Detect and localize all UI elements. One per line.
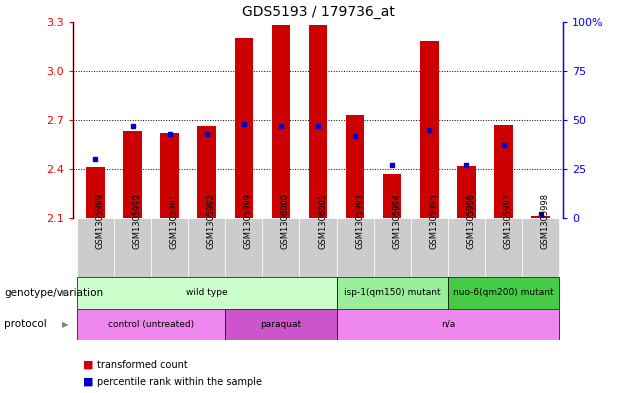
Bar <box>346 115 364 218</box>
Bar <box>86 167 105 218</box>
FancyBboxPatch shape <box>336 218 374 277</box>
FancyBboxPatch shape <box>225 218 263 277</box>
Text: control (untreated): control (untreated) <box>108 320 194 329</box>
FancyBboxPatch shape <box>336 277 448 309</box>
Bar <box>383 174 401 218</box>
FancyBboxPatch shape <box>77 309 225 340</box>
Text: isp-1(qm150) mutant: isp-1(qm150) mutant <box>344 288 441 297</box>
FancyBboxPatch shape <box>77 277 336 309</box>
FancyBboxPatch shape <box>411 218 448 277</box>
FancyBboxPatch shape <box>225 309 336 340</box>
Text: GSM1305998: GSM1305998 <box>541 193 550 249</box>
Text: GSM1305999: GSM1305999 <box>244 193 252 249</box>
Text: GSM1305989: GSM1305989 <box>95 193 104 249</box>
Text: ▶: ▶ <box>62 320 69 329</box>
Bar <box>457 166 476 218</box>
FancyBboxPatch shape <box>485 218 522 277</box>
Text: GSM1305997: GSM1305997 <box>504 193 513 249</box>
Bar <box>420 41 439 218</box>
FancyBboxPatch shape <box>448 277 559 309</box>
Text: GSM1305993: GSM1305993 <box>355 193 364 249</box>
FancyBboxPatch shape <box>151 218 188 277</box>
Text: ■: ■ <box>83 377 93 387</box>
Text: GSM1305992: GSM1305992 <box>207 193 216 249</box>
Text: GSM1305994: GSM1305994 <box>392 193 401 249</box>
FancyBboxPatch shape <box>336 309 559 340</box>
Text: ▶: ▶ <box>62 288 69 297</box>
Title: GDS5193 / 179736_at: GDS5193 / 179736_at <box>242 5 394 19</box>
Text: protocol: protocol <box>4 319 47 329</box>
FancyBboxPatch shape <box>448 218 485 277</box>
Text: percentile rank within the sample: percentile rank within the sample <box>97 377 261 387</box>
FancyBboxPatch shape <box>114 218 151 277</box>
Text: genotype/variation: genotype/variation <box>4 288 104 298</box>
FancyBboxPatch shape <box>522 218 559 277</box>
Text: GSM1305991: GSM1305991 <box>170 193 179 249</box>
Text: nuo-6(qm200) mutant: nuo-6(qm200) mutant <box>453 288 554 297</box>
Bar <box>123 131 142 218</box>
Bar <box>494 125 513 218</box>
FancyBboxPatch shape <box>263 218 300 277</box>
Text: GSM1305995: GSM1305995 <box>429 193 438 249</box>
Bar <box>531 217 550 218</box>
Text: n/a: n/a <box>441 320 455 329</box>
Text: transformed count: transformed count <box>97 360 188 370</box>
FancyBboxPatch shape <box>374 218 411 277</box>
Text: paraquat: paraquat <box>260 320 301 329</box>
Text: GSM1305996: GSM1305996 <box>466 193 475 249</box>
Bar <box>308 25 328 218</box>
Bar <box>160 133 179 218</box>
Text: GSM1305990: GSM1305990 <box>132 193 141 249</box>
FancyBboxPatch shape <box>188 218 225 277</box>
Text: wild type: wild type <box>186 288 228 297</box>
Bar <box>197 127 216 218</box>
Text: GSM1306000: GSM1306000 <box>281 193 290 249</box>
Bar <box>272 25 290 218</box>
FancyBboxPatch shape <box>77 218 114 277</box>
Text: GSM1306001: GSM1306001 <box>318 193 327 249</box>
Bar <box>235 38 253 218</box>
FancyBboxPatch shape <box>300 218 336 277</box>
Text: ■: ■ <box>83 360 93 370</box>
